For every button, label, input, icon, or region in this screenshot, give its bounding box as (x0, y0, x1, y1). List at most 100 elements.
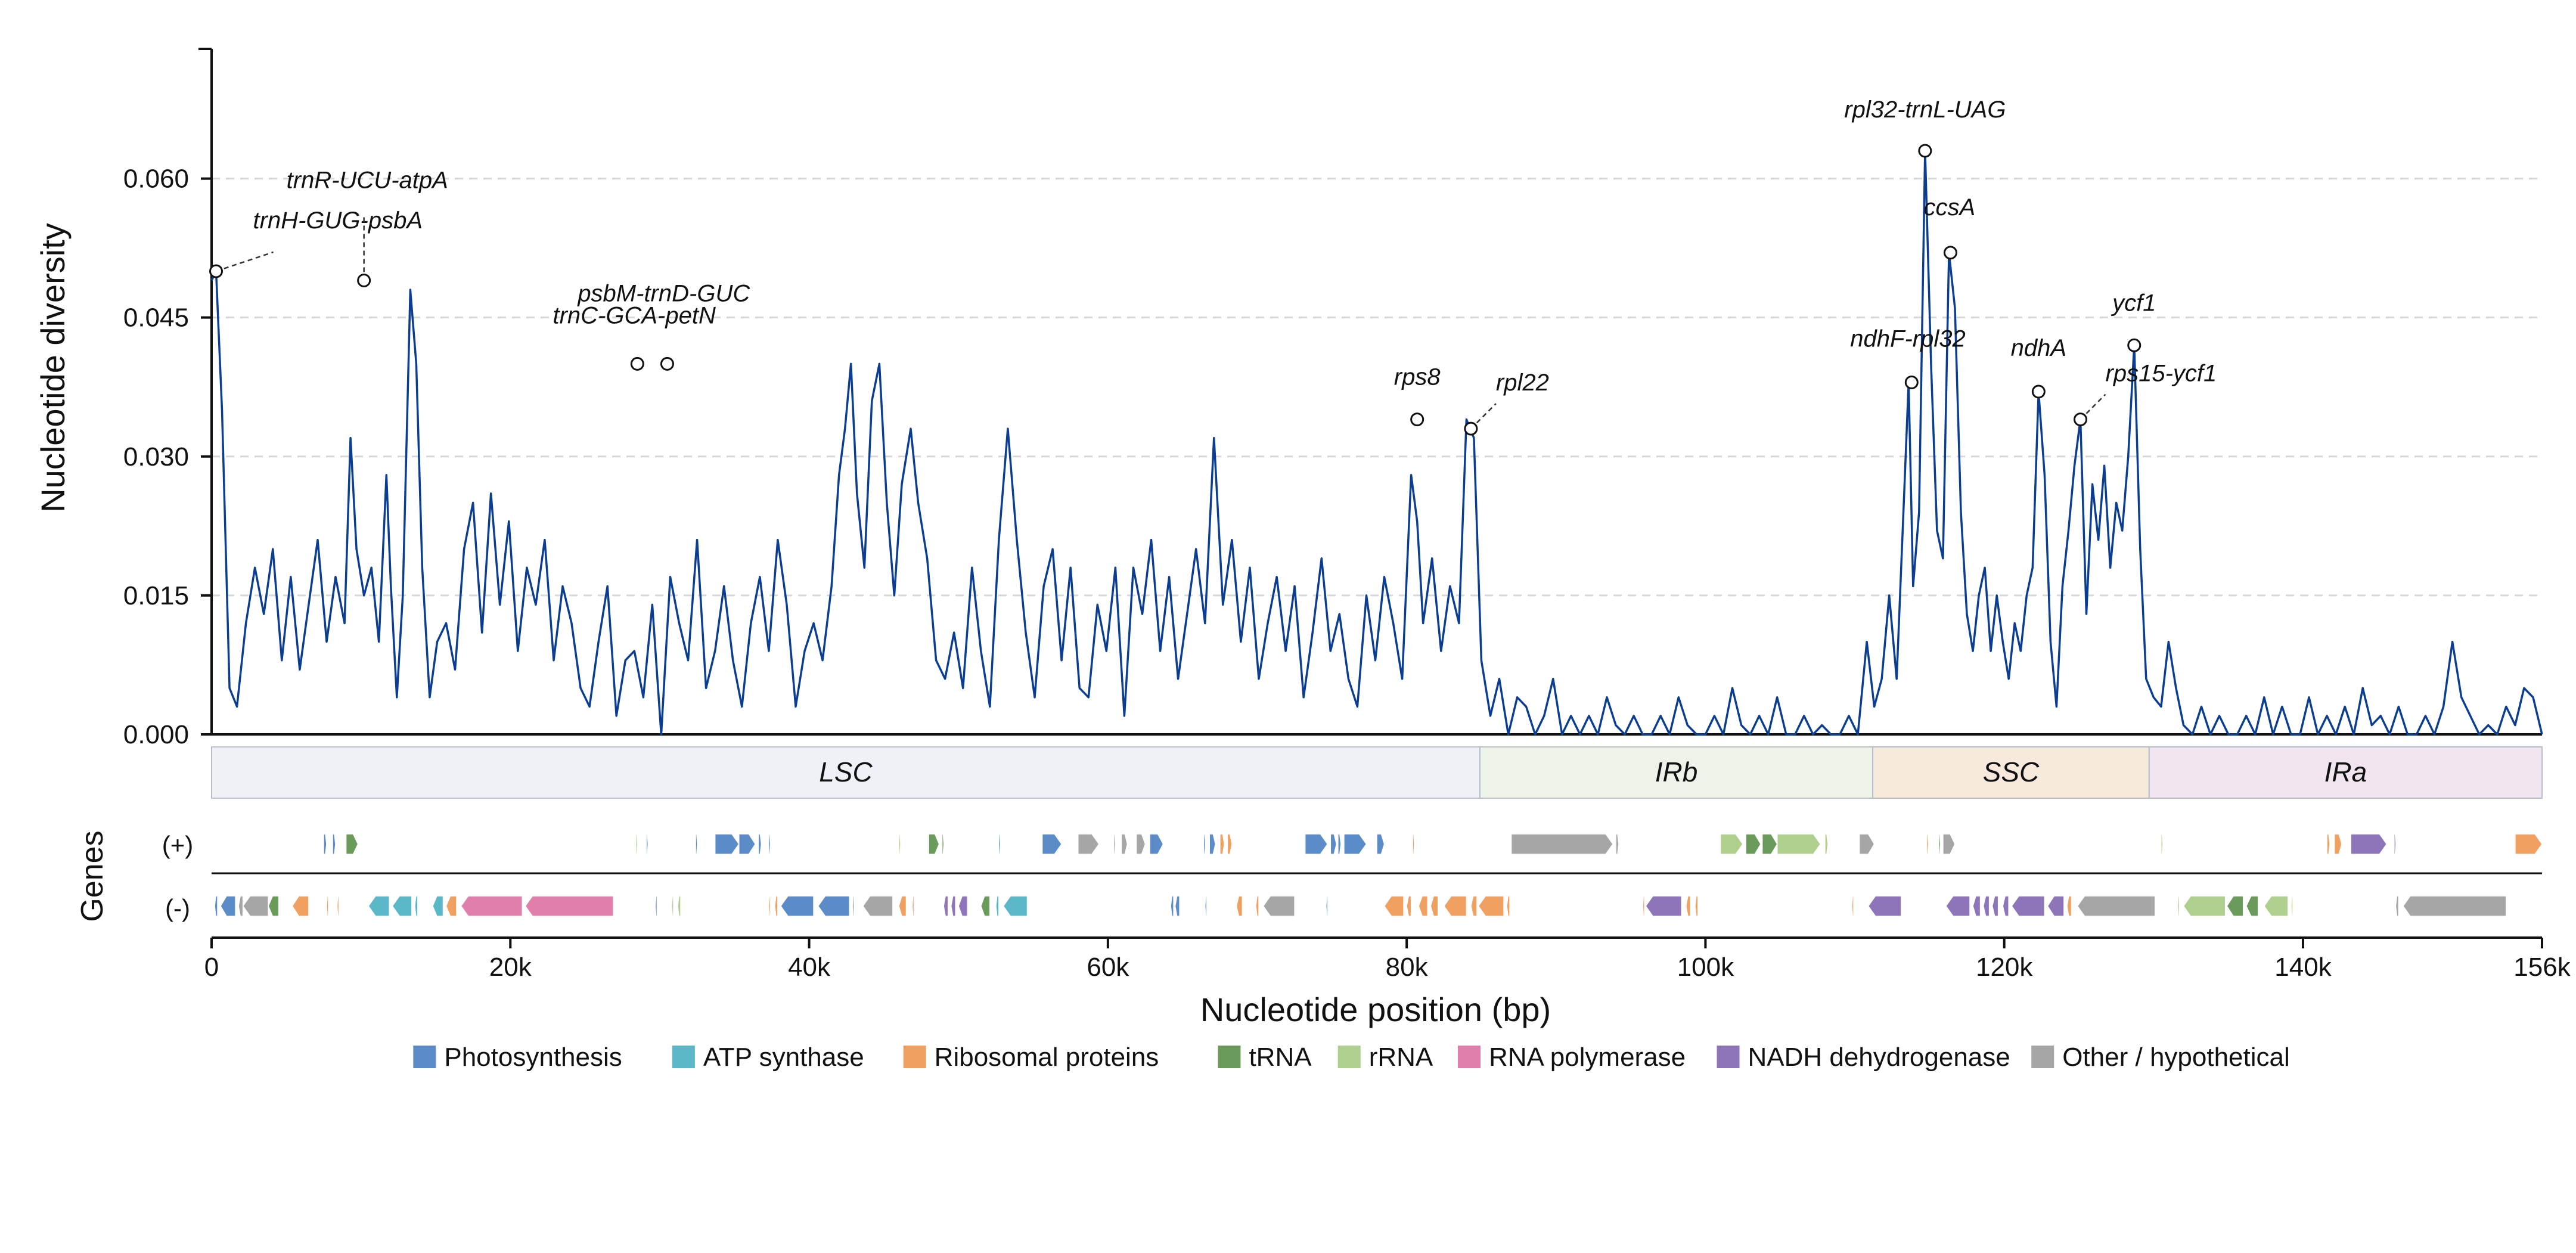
gene-minus (268, 895, 280, 917)
x-tick-label: 0 (204, 953, 219, 982)
gene-plus (2350, 833, 2388, 855)
peak-label: rps15-ycf1 (2106, 361, 2217, 387)
gene-plus (1077, 833, 1100, 855)
gene-minus (214, 895, 218, 917)
gene-plus (2161, 833, 2164, 855)
peak-label: ndhF-rpl32 (1850, 325, 1965, 352)
gene-plus (1113, 833, 1116, 855)
peak-marker (1410, 413, 1424, 427)
annotation-leader (2080, 393, 2106, 420)
region-block (2148, 746, 2543, 799)
legend-swatch (413, 1046, 436, 1068)
gene-minus (1982, 895, 1990, 917)
gene-plus (1412, 833, 1415, 855)
gene-plus (998, 833, 1001, 855)
gene-plus (758, 833, 762, 855)
peak-label: ccsA (1923, 194, 1975, 221)
gene-minus (460, 895, 523, 917)
y-axis-label: Nucleotide diversity (34, 223, 72, 513)
gene-plus (635, 833, 638, 855)
plus-strand-label: (+) (162, 831, 194, 859)
gene-plus (1776, 833, 1821, 855)
y-gridlines (212, 178, 2542, 597)
y-tick-label: 0.060 (123, 165, 189, 194)
gene-minus (1406, 895, 1412, 917)
gene-minus (1478, 895, 1504, 917)
peak-label: trnC-GCA-petN (553, 302, 715, 328)
legend-swatch (1218, 1046, 1241, 1068)
diversity-line-plot (210, 150, 2543, 736)
gene-minus (524, 895, 614, 917)
gene-minus (2291, 895, 2293, 917)
gene-plus (928, 833, 940, 855)
region-block (211, 746, 1481, 799)
peak-label: ycf1 (2111, 290, 2156, 316)
gene-minus (445, 895, 457, 917)
gene-minus (995, 895, 1000, 917)
peak-marker (1943, 246, 1957, 260)
gene-minus (768, 895, 771, 917)
legend-label: RNA polymerase (1489, 1043, 1686, 1072)
gene-plus (1135, 833, 1146, 855)
axes: 0.000 0.015 0.030 0.045 0.060 0 20k 40k 60k 80k 10… (123, 48, 2571, 982)
gene-minus (2183, 895, 2226, 917)
region-label: LSC (819, 756, 873, 787)
y-tick-label: 0.030 (123, 442, 189, 472)
gene-minus (2011, 895, 2046, 917)
gene-minus (1174, 895, 1180, 917)
legend-label: Photosynthesis (444, 1043, 622, 1072)
gene-minus (2066, 895, 2072, 917)
gene-tracks (212, 833, 2543, 917)
gene-plus (2394, 833, 2397, 855)
gene-minus (242, 895, 269, 917)
x-tick-label: 80k (1386, 953, 1429, 982)
x-tick-label: 20k (489, 953, 532, 982)
peak-marker (2074, 413, 2088, 427)
peak-label: rps8 (1394, 364, 1441, 390)
gene-minus (2402, 895, 2507, 917)
gene-minus (2177, 895, 2180, 917)
gene-minus (1262, 895, 1295, 917)
gene-plus (1203, 833, 1206, 855)
gene-minus (1642, 895, 1645, 917)
gene-minus (980, 895, 991, 917)
gene-plus (1337, 833, 1342, 855)
gene-minus (1991, 895, 1999, 917)
gene-plus (1121, 833, 1128, 855)
gene-plus (323, 833, 327, 855)
gene-minus (1851, 895, 1854, 917)
gene-plus (2333, 833, 2342, 855)
gene-plus (1615, 833, 1619, 855)
legend-swatch (1458, 1046, 1481, 1068)
gene-plus (1938, 833, 1941, 855)
gene-minus (780, 895, 814, 917)
gene-minus (1506, 895, 1510, 917)
x-tick-label: 156k (2513, 953, 2571, 982)
gene-plus (2326, 833, 2330, 855)
gene-plus (1376, 833, 1385, 855)
region-label: IRb (1655, 756, 1698, 787)
gene-minus (220, 895, 236, 917)
peak-marker (357, 274, 371, 288)
gene-plus (1209, 833, 1216, 855)
region-block (1872, 746, 2150, 799)
gene-minus (432, 895, 444, 917)
gene-minus (238, 895, 244, 917)
gene-minus (1972, 895, 1981, 917)
region-label: IRa (2324, 756, 2367, 787)
gene-minus (898, 895, 907, 917)
gene-minus (2226, 895, 2244, 917)
peak-marker (660, 356, 674, 371)
annotation-leader (216, 251, 274, 272)
peak-label: trnR-UCU-atpA (287, 168, 448, 194)
gene-minus (1443, 895, 1467, 917)
gene-minus (943, 895, 949, 917)
legend-swatch (1717, 1046, 1740, 1068)
gene-minus (1236, 895, 1243, 917)
y-tick-label: 0.000 (123, 720, 189, 749)
gene-minus (1430, 895, 1439, 917)
minus-strand-label: (-) (165, 894, 190, 922)
gene-plus (898, 833, 901, 855)
legend-swatch (903, 1046, 926, 1068)
